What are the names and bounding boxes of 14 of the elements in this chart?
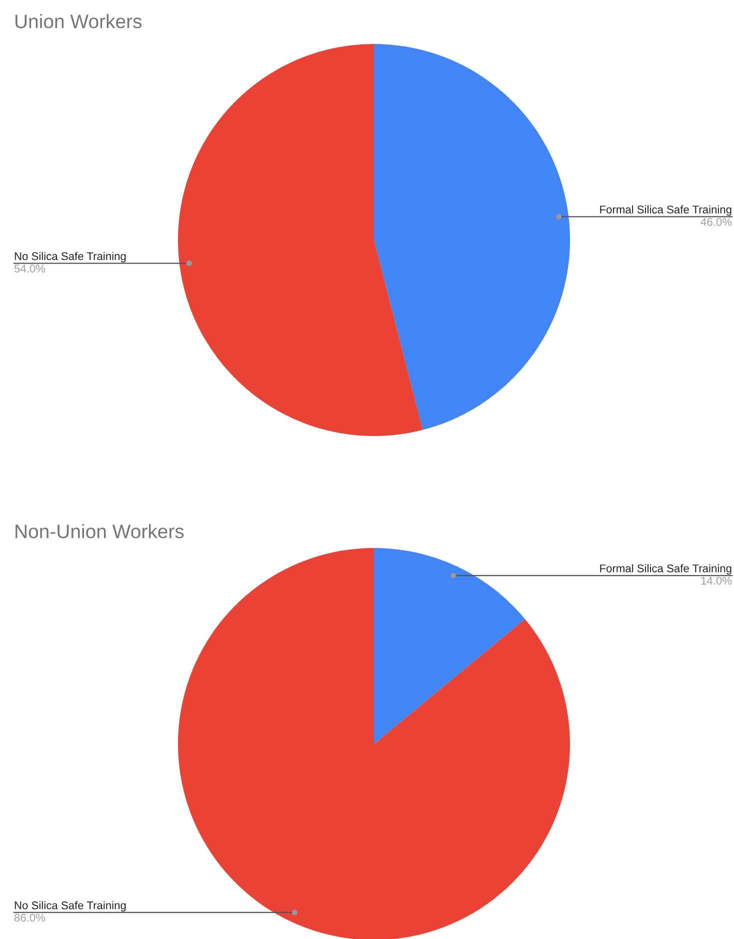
data-label: 46.0% [700, 218, 732, 226]
slice-label: No Silica Safe Training [14, 252, 126, 262]
chart-title: Non-Union Workers [16, 524, 184, 538]
chart-title: Union Workers [16, 14, 142, 28]
slice-label: No Silica Safe Training [14, 901, 126, 912]
slice-label: Formal Silica Safe Training [600, 564, 732, 575]
pie-slice [374, 44, 570, 430]
pie-slice [178, 548, 570, 939]
pie-slice [374, 548, 526, 744]
slice-label: Formal Silica Safe Training [600, 205, 732, 216]
data-label: 14.0% [701, 576, 732, 585]
pie-slice [178, 44, 423, 436]
data-label: 54.0% [14, 264, 46, 272]
data-label: 86.0% [14, 914, 46, 922]
